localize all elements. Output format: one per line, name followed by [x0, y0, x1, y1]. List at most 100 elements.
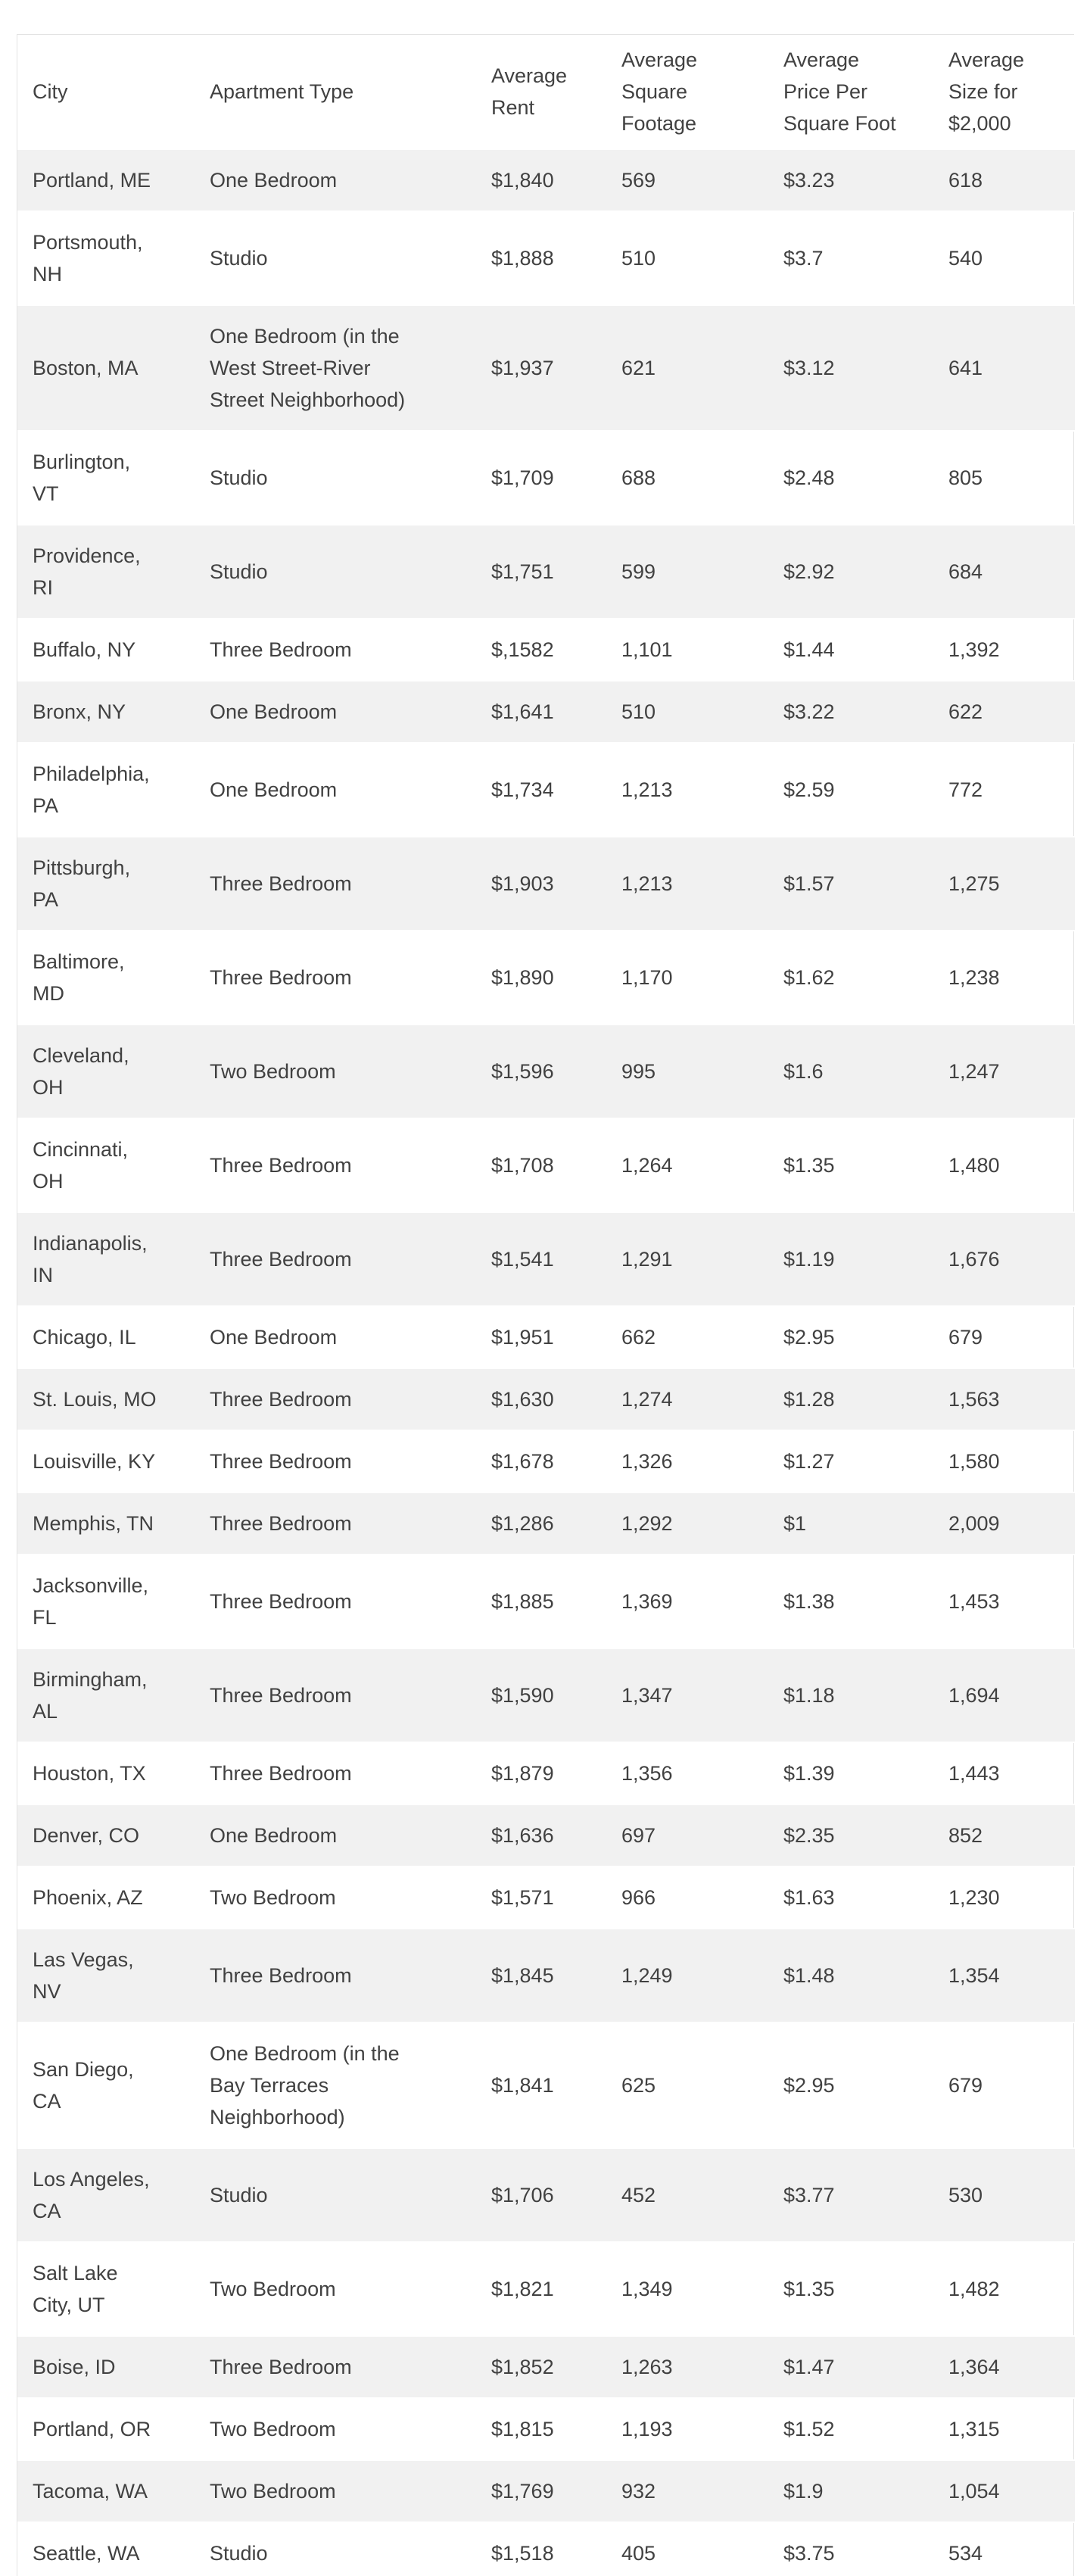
- cell-city: Tacoma, WA: [33, 2480, 148, 2503]
- column-header-price-per-sqft: Average Price Per Square Foot: [768, 35, 933, 149]
- cell-average-rent: $1,852: [491, 2356, 554, 2378]
- cell-apartment-type: Three Bedroom: [210, 1684, 352, 1707]
- table-row: Pittsburgh, PA Three Bedroom $1,903 1,213 $1…: [17, 837, 1075, 931]
- cell-apartment-type: Three Bedroom: [210, 1762, 352, 1785]
- table-row: Memphis, TN Three Bedroom $1,286 1,292 $1 2,0…: [17, 1492, 1075, 1555]
- cell-city: Denver, CO: [33, 1824, 140, 1847]
- cell-apartment-type: Three Bedroom: [210, 1450, 352, 1473]
- cell-average-square-footage: 1,349: [621, 2278, 673, 2300]
- cell-apartment-type: One Bedroom: [210, 1824, 338, 1847]
- cell-size-for-2000: 1,054: [948, 2480, 1000, 2503]
- cell-average-square-footage: 1,347: [621, 1684, 673, 1707]
- cell-size-for-2000: 1,580: [948, 1450, 1000, 1473]
- table-row: Baltimore, MD Three Bedroom $1,890 1,170 $1.…: [17, 931, 1075, 1024]
- table-row: St. Louis, MO Three Bedroom $1,630 1,274 $1.…: [17, 1368, 1075, 1430]
- cell-price-per-square-foot: $2.95: [783, 2074, 835, 2097]
- cell-price-per-square-foot: $3.22: [783, 700, 835, 723]
- cell-apartment-type: Three Bedroom: [210, 1512, 352, 1535]
- cell-average-rent: $1,890: [491, 966, 554, 989]
- cell-price-per-square-foot: $1.57: [783, 872, 835, 895]
- cell-size-for-2000: 530: [948, 2184, 983, 2206]
- cell-apartment-type: Studio: [210, 2542, 268, 2565]
- table-row: Chicago, IL One Bedroom $1,951 662 $2.95 679: [17, 1306, 1075, 1368]
- cell-average-square-footage: 966: [621, 1886, 656, 1909]
- cell-apartment-type: One Bedroom (in the West Street-River St…: [210, 325, 406, 411]
- cell-city: Houston, TX: [33, 1762, 146, 1785]
- table-row: Portland, ME One Bedroom $1,840 569 $3.23 618: [17, 149, 1075, 211]
- cell-average-rent: $1,841: [491, 2074, 554, 2097]
- cell-price-per-square-foot: $3.12: [783, 357, 835, 379]
- cell-average-square-footage: 599: [621, 560, 656, 583]
- cell-average-rent: $1,734: [491, 778, 554, 801]
- cell-average-rent: $1,751: [491, 560, 554, 583]
- cell-price-per-square-foot: $1: [783, 1512, 807, 1535]
- cell-average-rent: $1,518: [491, 2542, 554, 2565]
- cell-city: Phoenix, AZ: [33, 1886, 143, 1909]
- cell-city: Portsmouth, NH: [33, 231, 143, 285]
- table-row: Philadelphia, PA One Bedroom $1,734 1,213 $2…: [17, 743, 1075, 837]
- cell-apartment-type: Studio: [210, 247, 268, 270]
- table-row: Los Angeles, CA Studio $1,706 452 $3.77 530: [17, 2148, 1075, 2242]
- table-row: Birmingham, AL Three Bedroom $1,590 1,347 $1…: [17, 1648, 1075, 1742]
- column-header-city: City: [17, 35, 195, 149]
- cell-price-per-square-foot: $1.35: [783, 2278, 835, 2300]
- cell-average-rent: $1,286: [491, 1512, 554, 1535]
- column-header-average-sqft: Average Square Footage: [606, 35, 768, 149]
- table-row: Bronx, NY One Bedroom $1,641 510 $3.22 622: [17, 681, 1075, 743]
- cell-price-per-square-foot: $1.47: [783, 2356, 835, 2378]
- cell-city: Bronx, NY: [33, 700, 126, 723]
- table-body: Portland, ME One Bedroom $1,840 569 $3.23 618…: [17, 149, 1075, 2576]
- cell-average-square-footage: 1,193: [621, 2418, 673, 2440]
- table-row: Boston, MA One Bedroom (in the West Stree…: [17, 305, 1075, 431]
- cell-price-per-square-foot: $1.38: [783, 1590, 835, 1613]
- cell-size-for-2000: 772: [948, 778, 983, 801]
- cell-city: Providence, RI: [33, 544, 141, 599]
- cell-average-square-footage: 1,291: [621, 1248, 673, 1271]
- cell-size-for-2000: 679: [948, 2074, 983, 2097]
- cell-price-per-square-foot: $1.35: [783, 1154, 835, 1177]
- cell-price-per-square-foot: $2.48: [783, 466, 835, 489]
- cell-average-rent: $1,641: [491, 700, 554, 723]
- cell-size-for-2000: 1,480: [948, 1154, 1000, 1177]
- cell-average-rent: $1,706: [491, 2184, 554, 2206]
- cell-price-per-square-foot: $1.27: [783, 1450, 835, 1473]
- cell-apartment-type: Two Bedroom: [210, 1886, 336, 1909]
- cell-average-rent: $1,821: [491, 2278, 554, 2300]
- cell-size-for-2000: 1,315: [948, 2418, 1000, 2440]
- cell-average-rent: $1,590: [491, 1684, 554, 1707]
- cell-apartment-type: Three Bedroom: [210, 638, 352, 661]
- cell-size-for-2000: 622: [948, 700, 983, 723]
- cell-average-square-footage: 405: [621, 2542, 656, 2565]
- cell-price-per-square-foot: $1.6: [783, 1060, 824, 1083]
- cell-apartment-type: One Bedroom: [210, 778, 338, 801]
- cell-city: Burlington, VT: [33, 451, 131, 505]
- cell-price-per-square-foot: $1.62: [783, 966, 835, 989]
- cell-apartment-type: Three Bedroom: [210, 872, 352, 895]
- cell-price-per-square-foot: $1.44: [783, 638, 835, 661]
- cell-apartment-type: Three Bedroom: [210, 1154, 352, 1177]
- cell-city: Jacksonville, FL: [33, 1574, 149, 1629]
- cell-apartment-type: Three Bedroom: [210, 2356, 352, 2378]
- cell-city: Las Vegas, NV: [33, 1948, 134, 2003]
- cell-average-square-footage: 995: [621, 1060, 656, 1083]
- cell-average-square-footage: 1,292: [621, 1512, 673, 1535]
- cell-average-square-footage: 625: [621, 2074, 656, 2097]
- header-row: City Apartment Type Average Rent Average…: [17, 35, 1075, 149]
- cell-apartment-type: Three Bedroom: [210, 1590, 352, 1613]
- cell-size-for-2000: 805: [948, 466, 983, 489]
- cell-average-rent: $1,571: [491, 1886, 554, 1909]
- table-row: Jacksonville, FL Three Bedroom $1,885 1,369…: [17, 1555, 1075, 1648]
- cell-city: St. Louis, MO: [33, 1388, 157, 1411]
- table-row: Phoenix, AZ Two Bedroom $1,571 966 $1.63 1,23…: [17, 1867, 1075, 1929]
- cell-apartment-type: One Bedroom: [210, 700, 338, 723]
- cell-apartment-type: Three Bedroom: [210, 1388, 352, 1411]
- cell-size-for-2000: 1,563: [948, 1388, 1000, 1411]
- cell-size-for-2000: 1,364: [948, 2356, 1000, 2378]
- cell-average-rent: $,1582: [491, 638, 554, 661]
- cell-city: Los Angeles, CA: [33, 2168, 150, 2222]
- cell-average-square-footage: 569: [621, 169, 656, 192]
- cell-average-rent: $1,840: [491, 169, 554, 192]
- cell-size-for-2000: 540: [948, 247, 983, 270]
- cell-city: Buffalo, NY: [33, 638, 136, 661]
